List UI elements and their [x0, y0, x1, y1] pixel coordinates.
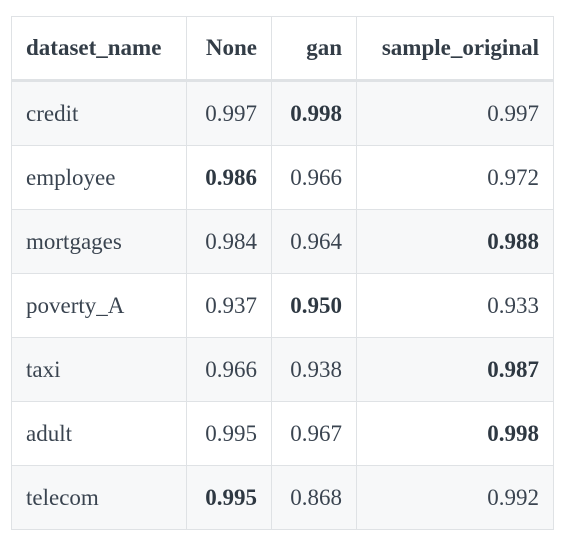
cell-sample-original: 0.992	[356, 465, 554, 530]
cell-dataset-name: taxi	[11, 337, 187, 402]
cell-dataset-name: adult	[11, 401, 187, 466]
cell-sample-original: 0.998	[356, 401, 554, 466]
table-row: poverty_A 0.937 0.950 0.933	[11, 273, 554, 338]
cell-sample-original: 0.972	[356, 145, 554, 210]
cell-none: 0.984	[186, 209, 272, 274]
cell-dataset-name: mortgages	[11, 209, 187, 274]
cell-gan: 0.938	[271, 337, 357, 402]
cell-gan: 0.868	[271, 465, 357, 530]
table-row: employee 0.986 0.966 0.972	[11, 145, 554, 210]
table-header-row: dataset_name None gan sample_original	[11, 16, 554, 82]
table-body: credit 0.997 0.998 0.997 employee 0.986 …	[11, 80, 554, 530]
table-row: mortgages 0.984 0.964 0.988	[11, 209, 554, 274]
table-row: telecom 0.995 0.868 0.992	[11, 465, 554, 530]
column-header-dataset-name: dataset_name	[11, 16, 187, 82]
cell-gan: 0.950	[271, 273, 357, 338]
cell-none: 0.966	[186, 337, 272, 402]
cell-dataset-name: telecom	[11, 465, 187, 530]
cell-sample-original: 0.933	[356, 273, 554, 338]
column-header-sample-original: sample_original	[356, 16, 554, 82]
cell-dataset-name: employee	[11, 145, 187, 210]
cell-none: 0.937	[186, 273, 272, 338]
cell-none: 0.995	[186, 465, 272, 530]
column-header-gan: gan	[271, 16, 357, 82]
cell-none: 0.997	[186, 80, 272, 146]
cell-gan: 0.998	[271, 80, 357, 146]
cell-sample-original: 0.997	[356, 80, 554, 146]
results-table: dataset_name None gan sample_original cr…	[11, 16, 554, 530]
cell-none: 0.995	[186, 401, 272, 466]
cell-dataset-name: poverty_A	[11, 273, 187, 338]
cell-gan: 0.964	[271, 209, 357, 274]
table-row: taxi 0.966 0.938 0.987	[11, 337, 554, 402]
cell-gan: 0.966	[271, 145, 357, 210]
table-row: adult 0.995 0.967 0.998	[11, 401, 554, 466]
table-row: credit 0.997 0.998 0.997	[11, 80, 554, 146]
cell-sample-original: 0.987	[356, 337, 554, 402]
cell-sample-original: 0.988	[356, 209, 554, 274]
cell-none: 0.986	[186, 145, 272, 210]
column-header-none: None	[186, 16, 272, 82]
results-table-container: dataset_name None gan sample_original cr…	[11, 16, 554, 530]
cell-dataset-name: credit	[11, 80, 187, 146]
cell-gan: 0.967	[271, 401, 357, 466]
